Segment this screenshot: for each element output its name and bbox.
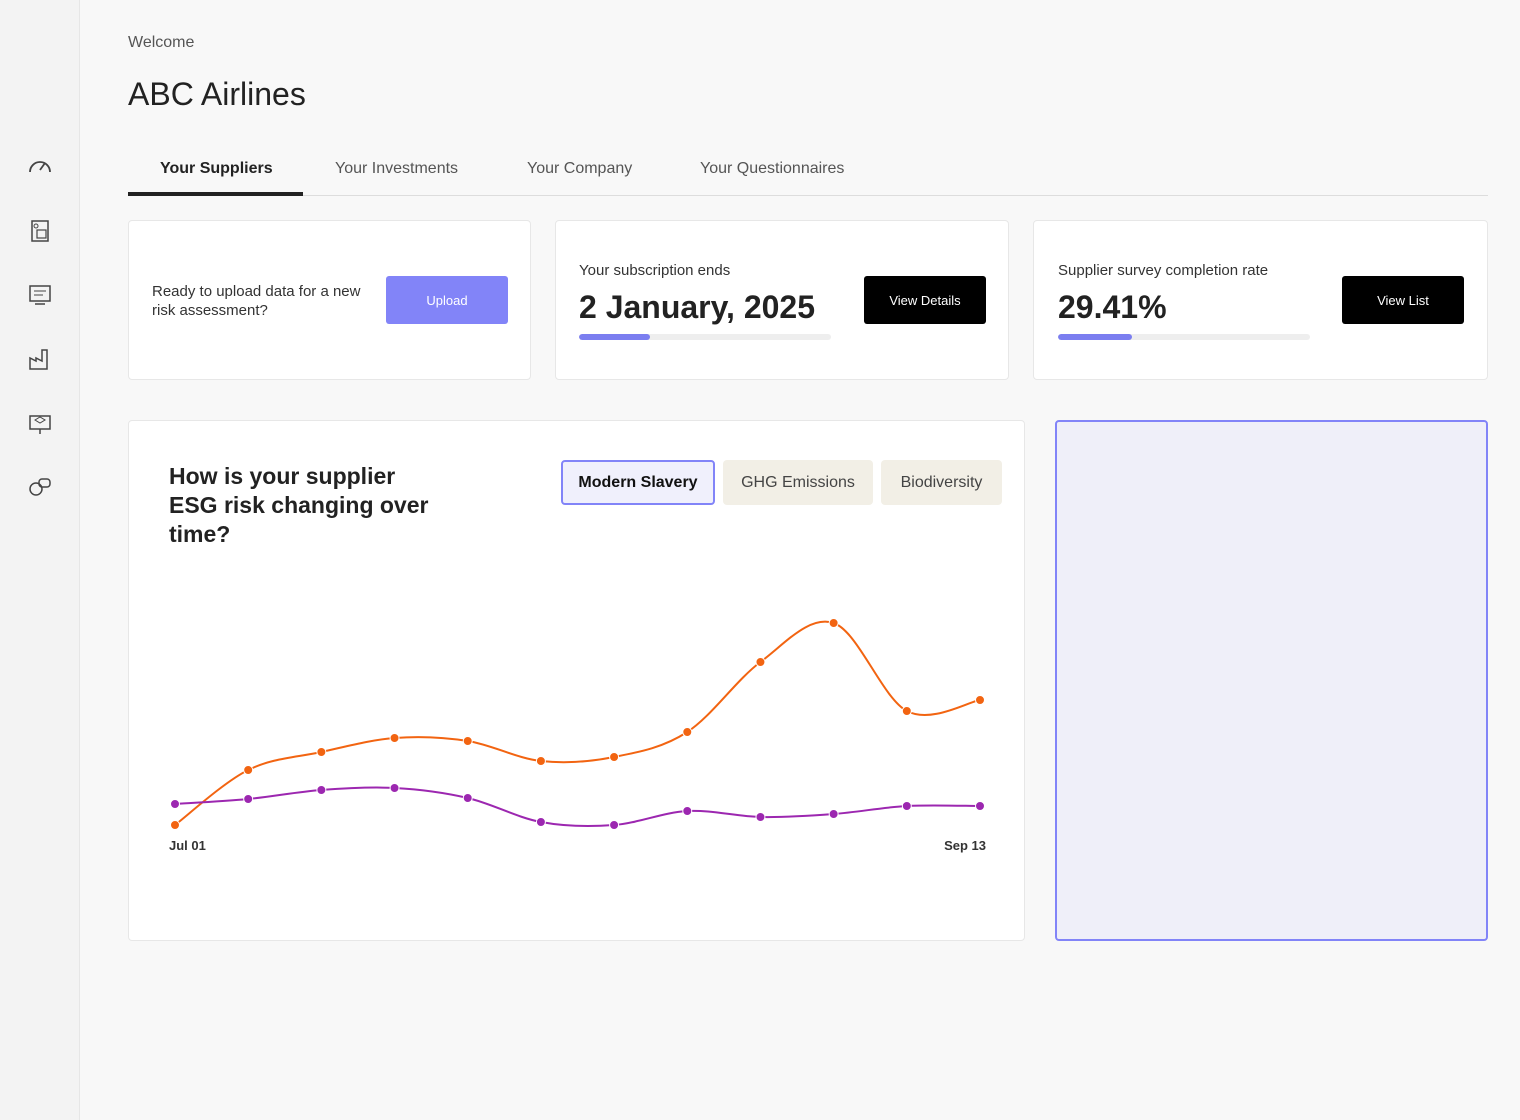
data-point bbox=[609, 752, 620, 762]
data-point bbox=[316, 785, 327, 795]
filter-button[interactable]: Biodiversity bbox=[881, 460, 1002, 505]
page-title: ABC Airlines bbox=[128, 76, 306, 112]
tab[interactable]: Your Investments bbox=[335, 160, 459, 177]
completion-label: Supplier survey completion rate bbox=[1058, 262, 1269, 279]
progress-bar bbox=[579, 334, 650, 340]
view-list-button[interactable]: View List bbox=[1342, 276, 1464, 324]
tab-divider bbox=[128, 195, 1488, 196]
series-line bbox=[174, 786, 981, 828]
chart-title: How is your supplier ESG risk changing o… bbox=[169, 463, 429, 547]
data-point bbox=[462, 793, 473, 803]
filter-button[interactable]: GHG Emissions bbox=[723, 460, 873, 505]
data-point bbox=[243, 794, 254, 804]
active-tab-indicator bbox=[128, 192, 303, 196]
x-tick-label: Sep 13 bbox=[944, 838, 986, 853]
series-line bbox=[174, 620, 981, 826]
subscription-label: Your subscription ends bbox=[579, 262, 731, 279]
progress-bar bbox=[1058, 334, 1133, 340]
data-point bbox=[535, 817, 546, 827]
nav-help-icon[interactable] bbox=[27, 474, 53, 500]
data-point bbox=[243, 765, 254, 775]
upload-button[interactable]: Upload bbox=[386, 276, 508, 324]
data-point bbox=[462, 736, 473, 746]
upload-card: Ready to upload data for a new risk asse… bbox=[128, 220, 531, 380]
data-point bbox=[316, 747, 327, 757]
data-point bbox=[170, 820, 180, 830]
data-point bbox=[901, 706, 912, 716]
placeholder-panel bbox=[1055, 420, 1488, 941]
greeting: Welcome bbox=[128, 34, 195, 51]
nav-dashboard-icon[interactable] bbox=[27, 154, 53, 180]
view-details-button[interactable]: View Details bbox=[864, 276, 986, 324]
tab[interactable]: Your Suppliers bbox=[160, 160, 273, 177]
nav-report-icon[interactable] bbox=[27, 218, 53, 244]
data-point bbox=[170, 799, 180, 809]
data-point bbox=[755, 812, 766, 822]
completion-card: Supplier survey completion rate 29.41% V… bbox=[1033, 220, 1488, 380]
data-point bbox=[975, 801, 985, 811]
subscription-date: 2 January, 2025 bbox=[579, 289, 816, 325]
x-tick-label: Jul 01 bbox=[169, 838, 206, 853]
data-point bbox=[975, 695, 985, 705]
data-point bbox=[828, 618, 839, 628]
data-point bbox=[682, 727, 693, 737]
data-point bbox=[682, 806, 693, 816]
data-point bbox=[389, 733, 400, 743]
chart-card: How is your supplier ESG risk changing o… bbox=[128, 420, 1025, 941]
data-point bbox=[609, 820, 620, 830]
filter-button[interactable]: Modern Slavery bbox=[561, 460, 715, 505]
nav-monitor-icon[interactable] bbox=[27, 282, 53, 308]
data-point bbox=[755, 657, 766, 667]
data-point bbox=[389, 783, 400, 793]
data-point bbox=[901, 801, 912, 811]
data-point bbox=[828, 809, 839, 819]
nav-training-icon[interactable] bbox=[27, 410, 53, 436]
sidebar bbox=[0, 0, 80, 1120]
progress-track bbox=[1058, 334, 1310, 340]
upload-text: Ready to upload data for a new risk asse… bbox=[152, 283, 361, 319]
completion-value: 29.41% bbox=[1058, 289, 1167, 325]
tab[interactable]: Your Company bbox=[527, 160, 633, 177]
progress-track bbox=[579, 334, 831, 340]
nav-factory-icon[interactable] bbox=[27, 346, 53, 372]
chart: Jul 01 Sep 13 bbox=[169, 618, 986, 853]
tab[interactable]: Your Questionnaires bbox=[700, 160, 845, 177]
data-point bbox=[535, 756, 546, 766]
subscription-card: Your subscription ends 2 January, 2025 V… bbox=[555, 220, 1009, 380]
